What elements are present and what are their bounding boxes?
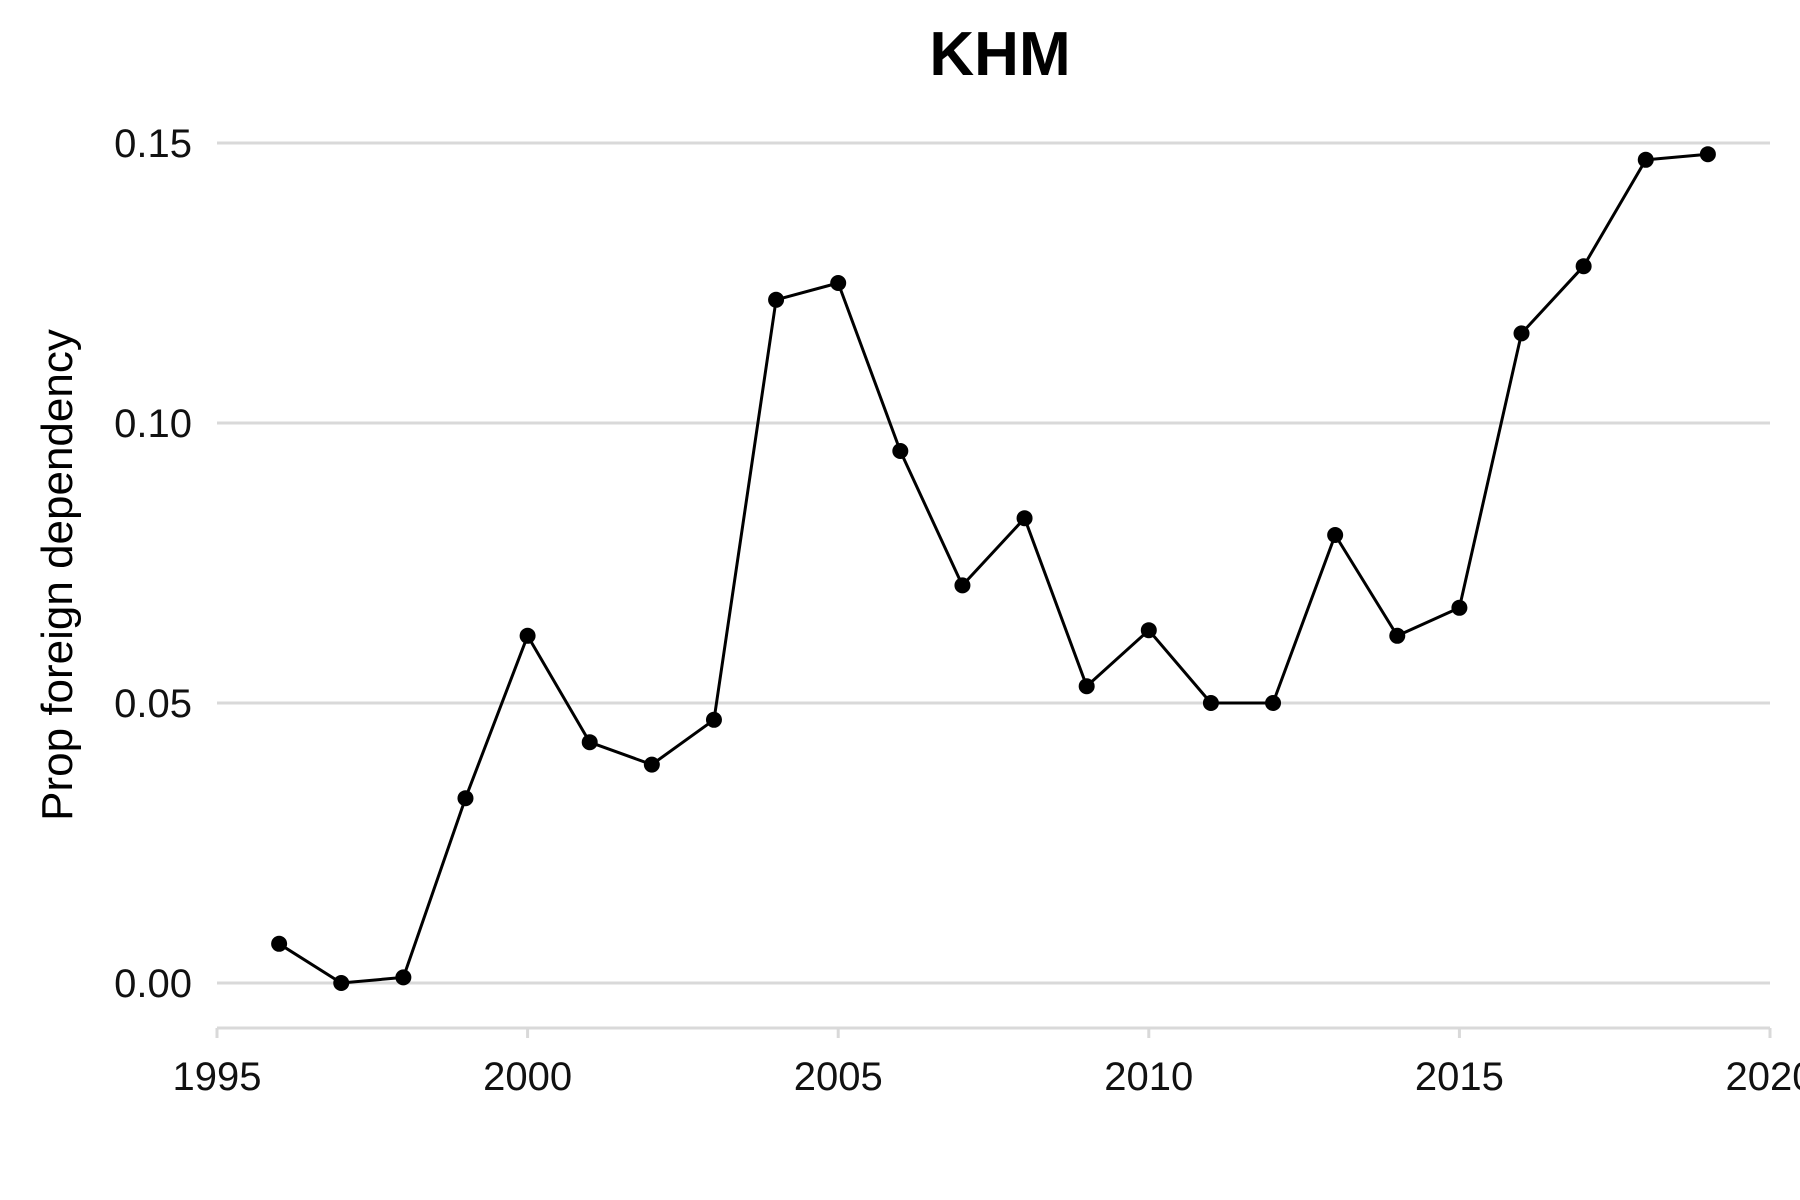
data-point [705,711,722,728]
x-tick-label: 2010 [1104,1055,1193,1099]
data-point [1575,258,1592,275]
series-layer [271,146,1716,991]
data-point [333,975,350,991]
data-point [1078,678,1095,695]
y-tick-label: 0.15 [114,122,192,166]
data-point [1637,151,1654,168]
data-point [519,627,536,644]
data-point [1202,695,1219,711]
data-point [1513,325,1530,342]
data-point [395,969,412,986]
y-axis-label: Prop foreign dependency [33,329,82,821]
axis-layer: 0.00 0.05 0.10 0.15 1995 2000 2005 2010 2015 2020 [114,122,1800,1099]
data-point [1016,510,1033,527]
x-tick-label: 2000 [483,1055,572,1099]
data-point [1327,527,1344,543]
data-point [768,291,785,308]
data-point [892,443,909,459]
series-line [278,152,1709,985]
x-tick-label: 2020 [1726,1055,1800,1099]
chart-title: KHM [929,20,1070,89]
data-point [271,935,288,952]
data-point [1451,599,1468,616]
data-point [1699,146,1716,163]
y-tick-label: 0.00 [114,962,192,1006]
data-point [643,756,660,773]
x-tick-label: 1995 [173,1055,262,1099]
grid-layer [217,141,1770,985]
x-tick-label: 2015 [1415,1055,1504,1099]
data-point [830,275,847,291]
x-tick-label: 2005 [794,1055,883,1099]
data-point [1140,622,1157,639]
data-point [1389,627,1406,644]
y-tick-label: 0.05 [114,682,192,726]
data-point [954,577,971,594]
y-tick-label: 0.10 [114,402,192,446]
data-point [457,790,474,807]
data-point [581,734,598,751]
data-point [1265,695,1282,711]
